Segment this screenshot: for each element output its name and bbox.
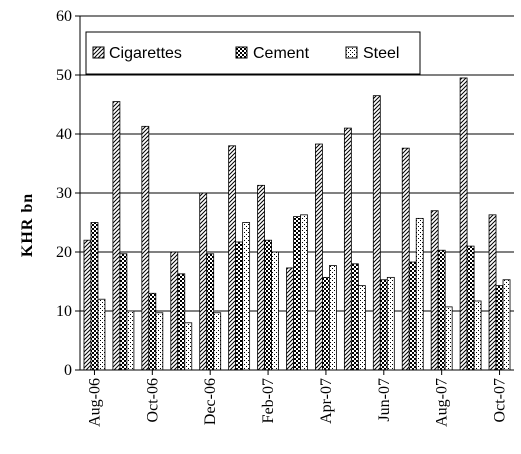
legend-label-cement: Cement: [253, 45, 310, 62]
legend-swatch-steel: [345, 46, 358, 59]
bar-steel: [126, 310, 135, 371]
bar-cigarettes: [228, 145, 237, 371]
bar-steel: [97, 298, 106, 371]
y-tick-label: 60: [56, 8, 72, 25]
bar-cigarettes: [112, 101, 121, 371]
x-tick-label: Aug-06: [87, 378, 104, 427]
bar-cigarettes: [286, 267, 294, 371]
bar-steel: [213, 312, 222, 371]
y-tick-label: 20: [56, 244, 72, 261]
bar-steel: [473, 300, 482, 371]
bar-cement: [293, 216, 301, 371]
x-tick-label: Aug-07: [434, 378, 451, 427]
x-tick-label: Oct-07: [492, 378, 509, 422]
x-tick-label: Feb-07: [260, 378, 277, 423]
bar-cigarettes: [488, 214, 497, 371]
bar-cigarettes: [459, 77, 468, 371]
legend-label-steel: Steel: [363, 45, 399, 62]
x-tick-label: Oct-06: [144, 378, 161, 422]
bar-cigarettes: [372, 95, 381, 371]
bar-cigarettes: [83, 239, 92, 371]
bar-steel: [242, 222, 251, 371]
bar-cement: [495, 285, 504, 371]
bar-steel: [300, 214, 308, 371]
bar-cigarettes: [430, 210, 439, 371]
x-tick-labels: Aug-06 Oct-06 Dec-06 Feb-07 Apr-07 Jun-07 Aug-…: [87, 378, 509, 427]
bar-cigarettes: [141, 125, 150, 371]
y-tick-label: 30: [56, 185, 72, 202]
bar-cement: [350, 263, 359, 371]
bar-cement: [90, 222, 99, 371]
y-tick-label: 50: [56, 67, 72, 84]
bar-cement: [466, 245, 475, 371]
bar-cement: [119, 253, 128, 371]
legend-swatch-cigarettes: [92, 46, 105, 59]
bar-steel: [184, 322, 193, 371]
y-tick-labels: 0 10 20 30 40 50 60: [56, 8, 72, 379]
bar-cement: [148, 292, 157, 371]
y-axis-label: KHR bn: [19, 193, 36, 257]
bar-steel: [357, 285, 366, 371]
bar-cement: [235, 241, 244, 371]
bar-cement: [379, 279, 388, 371]
x-tick-label: Apr-07: [318, 378, 335, 424]
bar-cement: [264, 239, 272, 371]
bar-steel: [271, 251, 279, 371]
y-tick-label: 0: [64, 362, 72, 379]
bar-cement: [408, 261, 417, 371]
y-tick-label: 40: [56, 126, 72, 143]
bar-steel: [386, 276, 395, 371]
x-tick-label: Jun-07: [376, 378, 393, 422]
bar-cement: [177, 273, 186, 371]
y-tick-label: 10: [56, 303, 72, 320]
bar-cigarettes: [343, 127, 352, 371]
bar-cigarettes: [170, 251, 179, 371]
bar-cigarettes: [315, 143, 323, 371]
bar-steel: [329, 265, 337, 371]
bar-cigarettes: [401, 147, 410, 371]
bar-cement: [322, 276, 330, 371]
bar-cement: [437, 249, 446, 371]
axes: [79, 16, 514, 375]
bars: [83, 77, 511, 371]
bar-steel: [155, 312, 164, 371]
legend-swatch-cement: [235, 46, 248, 59]
legend-label-cigarettes: Cigarettes: [109, 45, 182, 62]
bar-steel: [415, 217, 424, 371]
bar-cigarettes: [257, 184, 265, 371]
bar-steel: [444, 306, 453, 371]
legend: Cigarettes Cement Steel: [85, 31, 421, 75]
legend-box: [85, 31, 421, 75]
bar-steel: [502, 279, 511, 371]
bar-cigarettes: [199, 192, 208, 371]
bar-cement: [206, 253, 215, 371]
x-tick-label: Dec-06: [202, 378, 219, 425]
